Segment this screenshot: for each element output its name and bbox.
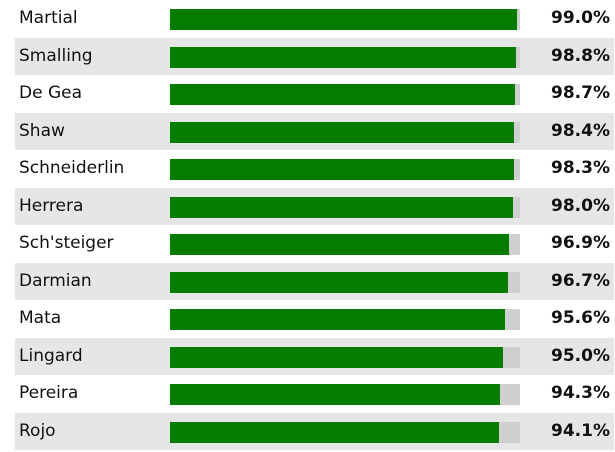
bar-row: Sch'steiger 96.9% <box>15 225 614 262</box>
bar <box>170 84 516 105</box>
category-label: Smalling <box>19 45 93 66</box>
bar-track <box>170 196 520 218</box>
value-label: 95.0% <box>551 345 610 366</box>
bar-track <box>170 159 520 180</box>
bar-row: Darmian 96.7% <box>15 262 614 300</box>
bar-track <box>170 384 520 405</box>
bar-row: Herrera 98.0% <box>15 187 614 225</box>
value-label: 98.4% <box>551 120 610 141</box>
category-label: Rojo <box>19 420 56 441</box>
bar-row: De Gea 98.7% <box>15 75 614 112</box>
bar-track <box>170 234 520 255</box>
category-label: Schneiderlin <box>19 158 125 178</box>
bar-track <box>170 46 520 68</box>
value-label: 98.0% <box>551 195 610 216</box>
bar-row: Martial 99.0% <box>15 0 614 37</box>
bar-row: Lingard 95.0% <box>15 337 614 375</box>
bar-track <box>170 84 520 105</box>
bar <box>170 159 515 180</box>
bar <box>170 9 517 30</box>
category-label: Herrera <box>19 195 84 216</box>
bar <box>170 309 505 330</box>
value-label: 95.6% <box>551 308 610 328</box>
bar-track <box>170 421 520 443</box>
value-label: 99.0% <box>551 8 610 28</box>
category-label: Shaw <box>19 120 65 141</box>
bar-track <box>170 121 520 143</box>
category-label: Mata <box>19 308 62 328</box>
bar-row: Schneiderlin 98.3% <box>15 150 614 187</box>
value-label: 96.7% <box>551 270 610 291</box>
value-label: 96.9% <box>551 233 610 253</box>
value-label: 98.3% <box>551 158 610 178</box>
bar <box>170 384 501 405</box>
bar-row: Mata 95.6% <box>15 300 614 337</box>
bar-track <box>170 309 520 330</box>
category-label: Martial <box>19 8 78 28</box>
bar-track <box>170 271 520 293</box>
bar <box>170 346 503 368</box>
bar <box>170 234 510 255</box>
bar-row: Rojo 94.1% <box>15 412 614 450</box>
category-label: Darmian <box>19 270 92 291</box>
bar <box>170 421 500 443</box>
value-label: 98.7% <box>551 83 610 103</box>
value-label: 98.8% <box>551 45 610 66</box>
category-label: De Gea <box>19 83 83 103</box>
value-label: 94.3% <box>551 383 610 403</box>
category-label: Lingard <box>19 345 83 366</box>
bar <box>170 46 516 68</box>
category-label: Sch'steiger <box>19 233 114 253</box>
bar <box>170 121 515 143</box>
bar-row: Shaw 98.4% <box>15 112 614 150</box>
category-label: Pereira <box>19 383 79 403</box>
bar-row: Smalling 98.8% <box>15 37 614 75</box>
bar-track <box>170 9 520 30</box>
bar-track <box>170 346 520 368</box>
bar <box>170 271 509 293</box>
bar-row: Pereira 94.3% <box>15 375 614 412</box>
value-label: 94.1% <box>551 420 610 441</box>
bar <box>170 196 513 218</box>
